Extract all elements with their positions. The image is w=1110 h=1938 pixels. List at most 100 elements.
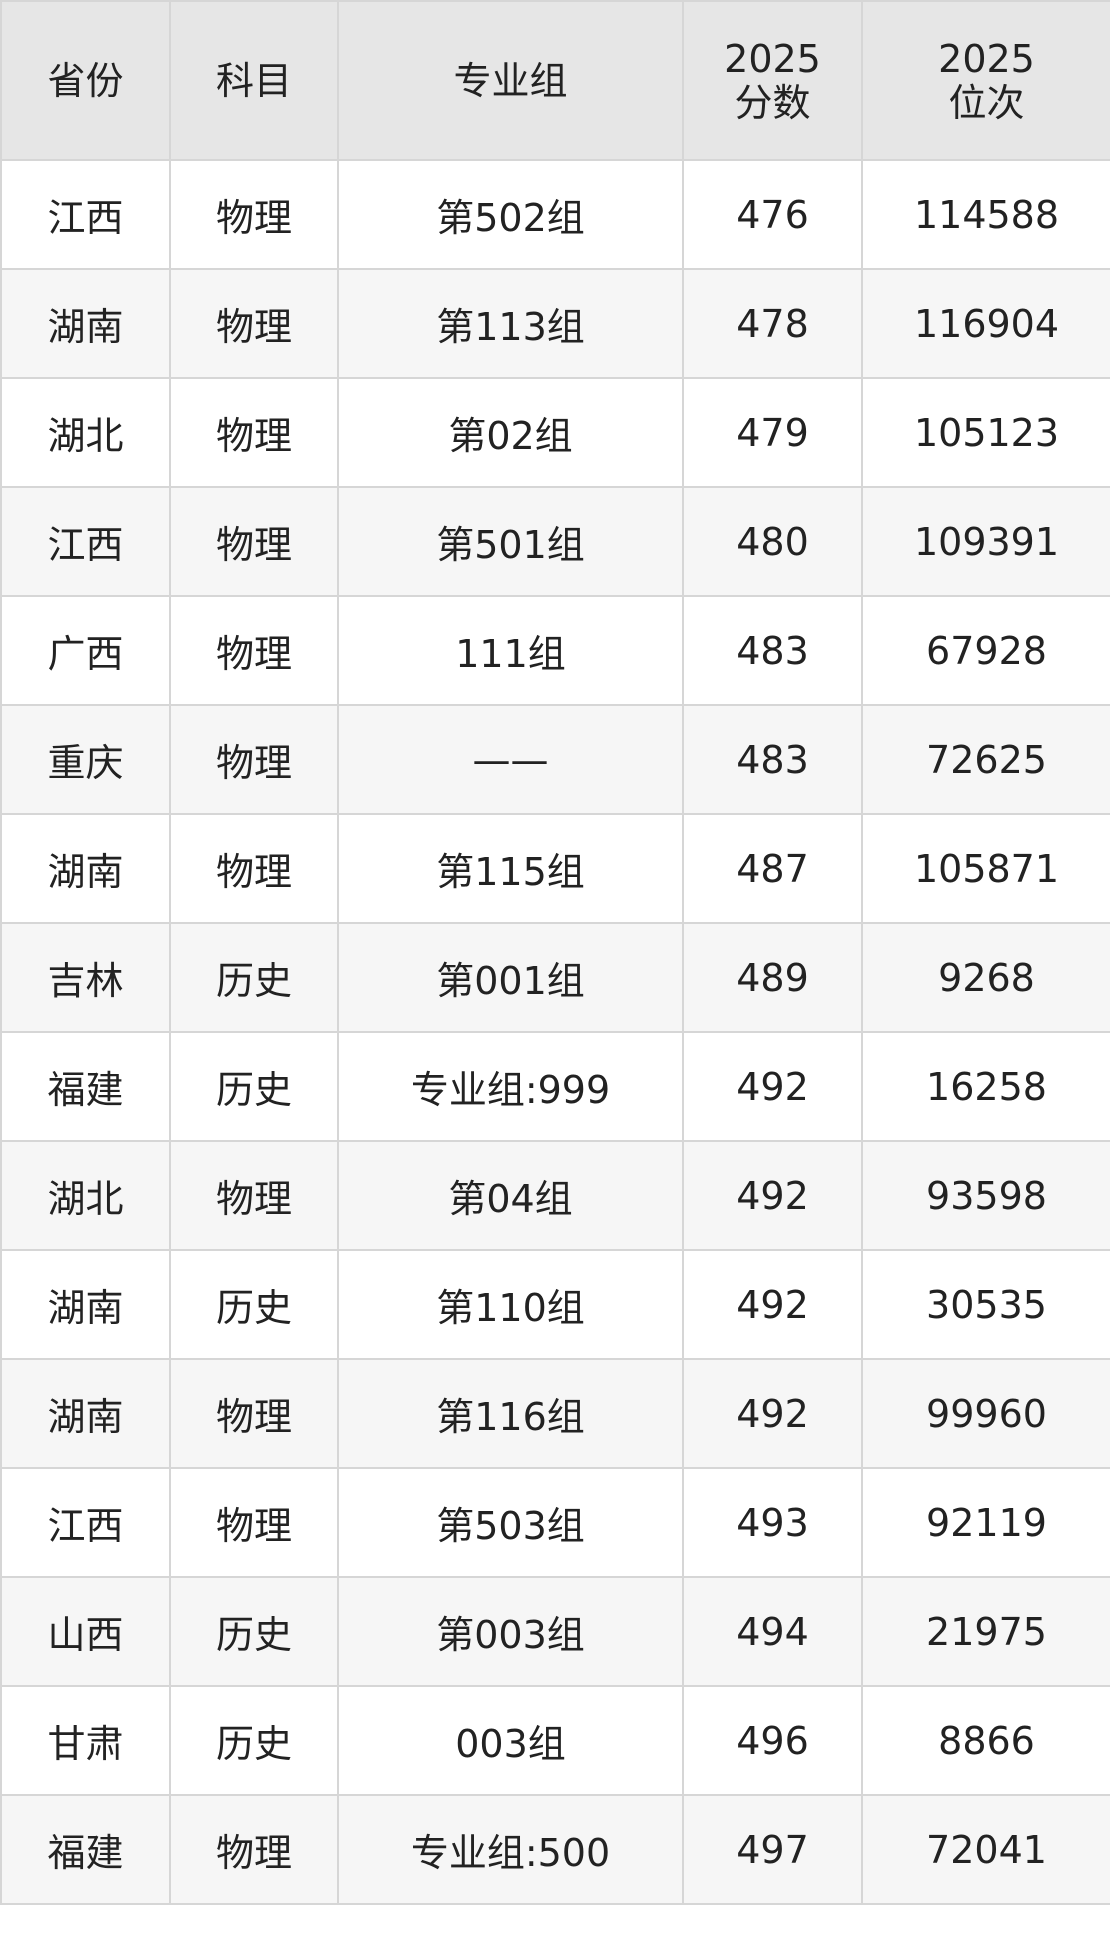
cell-province: 吉林 xyxy=(0,922,171,1033)
cell-province: 甘肃 xyxy=(0,1685,171,1796)
cell-rank: 72041 xyxy=(861,1794,1110,1905)
cell-subject: 历史 xyxy=(169,1576,339,1687)
cell-subject: 物理 xyxy=(169,159,339,270)
cell-major-group: 第116组 xyxy=(337,1358,684,1469)
cell-major-group: 第501组 xyxy=(337,486,684,597)
cell-major-group: 专业组:500 xyxy=(337,1794,684,1905)
cell-major-group: 专业组:999 xyxy=(337,1031,684,1142)
cell-score: 480 xyxy=(682,486,863,597)
cell-score: 492 xyxy=(682,1140,863,1251)
cell-province: 江西 xyxy=(0,159,171,270)
cell-score: 478 xyxy=(682,268,863,379)
cell-subject: 物理 xyxy=(169,1794,339,1905)
cell-province: 重庆 xyxy=(0,704,171,815)
cell-major-group: 第02组 xyxy=(337,377,684,488)
cell-rank: 16258 xyxy=(861,1031,1110,1142)
cell-rank: 116904 xyxy=(861,268,1110,379)
cell-province: 广西 xyxy=(0,595,171,706)
cell-subject: 物理 xyxy=(169,704,339,815)
cell-score: 492 xyxy=(682,1358,863,1469)
header-label: 2025 xyxy=(938,36,1035,81)
cell-rank: 9268 xyxy=(861,922,1110,1033)
cell-major-group: —— xyxy=(337,704,684,815)
header-label: 2025 xyxy=(724,36,821,81)
table-row: 福建 历史 专业组:999 492 16258 xyxy=(0,1031,1110,1142)
table-row: 甘肃 历史 003组 496 8866 xyxy=(0,1685,1110,1796)
cell-rank: 21975 xyxy=(861,1576,1110,1687)
cell-province: 湖南 xyxy=(0,268,171,379)
cell-province: 湖北 xyxy=(0,1140,171,1251)
cell-major-group: 第113组 xyxy=(337,268,684,379)
cell-major-group: 第003组 xyxy=(337,1576,684,1687)
cell-score: 489 xyxy=(682,922,863,1033)
cell-province: 湖南 xyxy=(0,1249,171,1360)
cell-score: 476 xyxy=(682,159,863,270)
cell-subject: 物理 xyxy=(169,1358,339,1469)
table-row: 重庆 物理 —— 483 72625 xyxy=(0,704,1110,815)
table-row: 湖南 物理 第116组 492 99960 xyxy=(0,1358,1110,1469)
cell-rank: 30535 xyxy=(861,1249,1110,1360)
cell-score: 479 xyxy=(682,377,863,488)
cell-score: 497 xyxy=(682,1794,863,1905)
table-row: 吉林 历史 第001组 489 9268 xyxy=(0,922,1110,1033)
cell-rank: 93598 xyxy=(861,1140,1110,1251)
cell-subject: 物理 xyxy=(169,377,339,488)
header-province: 省份 xyxy=(0,0,171,161)
header-subject: 科目 xyxy=(169,0,339,161)
cell-score: 483 xyxy=(682,595,863,706)
cell-major-group: 第110组 xyxy=(337,1249,684,1360)
cell-score: 487 xyxy=(682,813,863,924)
cell-rank: 72625 xyxy=(861,704,1110,815)
cell-major-group: 第503组 xyxy=(337,1467,684,1578)
cell-score: 496 xyxy=(682,1685,863,1796)
cell-rank: 8866 xyxy=(861,1685,1110,1796)
header-rank: 2025 位次 xyxy=(861,0,1110,161)
cell-major-group: 第001组 xyxy=(337,922,684,1033)
header-label: 省份 xyxy=(47,58,124,103)
table-row: 湖北 物理 第02组 479 105123 xyxy=(0,377,1110,488)
cell-score: 494 xyxy=(682,1576,863,1687)
cell-score: 492 xyxy=(682,1031,863,1142)
table-row: 广西 物理 111组 483 67928 xyxy=(0,595,1110,706)
cell-rank: 105871 xyxy=(861,813,1110,924)
cell-subject: 历史 xyxy=(169,922,339,1033)
cell-rank: 92119 xyxy=(861,1467,1110,1578)
table-row: 江西 物理 第503组 493 92119 xyxy=(0,1467,1110,1578)
cell-province: 福建 xyxy=(0,1031,171,1142)
cell-score: 493 xyxy=(682,1467,863,1578)
cell-major-group: 第115组 xyxy=(337,813,684,924)
header-label: 科目 xyxy=(215,58,292,103)
header-label: 位次 xyxy=(948,80,1025,125)
cell-score: 492 xyxy=(682,1249,863,1360)
cell-rank: 109391 xyxy=(861,486,1110,597)
cell-major-group: 第04组 xyxy=(337,1140,684,1251)
cell-rank: 67928 xyxy=(861,595,1110,706)
cell-subject: 物理 xyxy=(169,486,339,597)
cell-province: 山西 xyxy=(0,1576,171,1687)
header-row: 省份 科目 专业组 2025 分数 2025 位次 xyxy=(0,0,1110,161)
cell-subject: 历史 xyxy=(169,1685,339,1796)
cell-province: 福建 xyxy=(0,1794,171,1905)
cell-major-group: 003组 xyxy=(337,1685,684,1796)
table-row: 湖南 物理 第113组 478 116904 xyxy=(0,268,1110,379)
cell-major-group: 111组 xyxy=(337,595,684,706)
cell-province: 湖南 xyxy=(0,813,171,924)
cell-province: 湖南 xyxy=(0,1358,171,1469)
cell-province: 江西 xyxy=(0,486,171,597)
header-label: 专业组 xyxy=(453,58,568,103)
cell-rank: 105123 xyxy=(861,377,1110,488)
cell-rank: 99960 xyxy=(861,1358,1110,1469)
header-major-group: 专业组 xyxy=(337,0,684,161)
cell-subject: 物理 xyxy=(169,595,339,706)
table-row: 江西 物理 第502组 476 114588 xyxy=(0,159,1110,270)
table-row: 湖北 物理 第04组 492 93598 xyxy=(0,1140,1110,1251)
cell-rank: 114588 xyxy=(861,159,1110,270)
cell-subject: 物理 xyxy=(169,813,339,924)
cell-province: 湖北 xyxy=(0,377,171,488)
table-row: 江西 物理 第501组 480 109391 xyxy=(0,486,1110,597)
table-row: 山西 历史 第003组 494 21975 xyxy=(0,1576,1110,1687)
cell-score: 483 xyxy=(682,704,863,815)
cell-subject: 物理 xyxy=(169,1467,339,1578)
cell-subject: 历史 xyxy=(169,1031,339,1142)
